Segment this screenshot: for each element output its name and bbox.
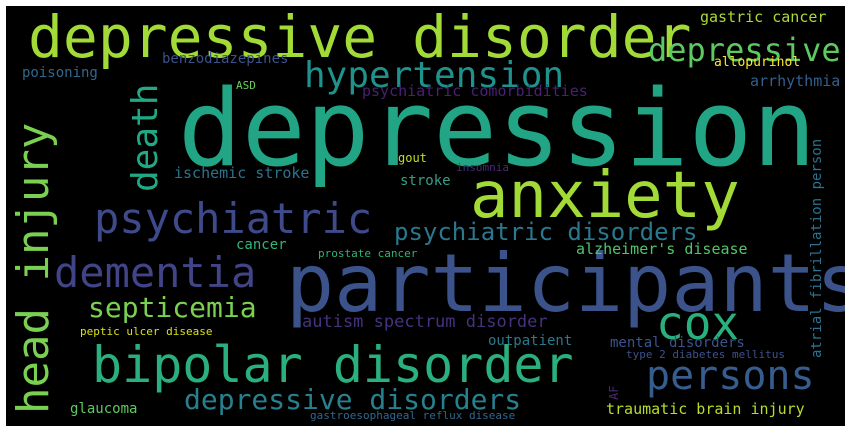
word-cox: cox: [656, 296, 740, 350]
word-psychiatric: psychiatric: [94, 194, 373, 243]
word-psychiatric-comorbidities: psychiatric comorbidities: [362, 82, 588, 100]
word-poisoning: poisoning: [22, 65, 98, 81]
word-arrhythmia: arrhythmia: [750, 72, 841, 90]
word-depressive: depressive: [648, 31, 841, 69]
word-outpatient: outpatient: [488, 333, 573, 349]
word-type-2-diabetes-mellitus: type 2 diabetes mellitus: [626, 348, 785, 361]
word-peptic-ulcer-disease: peptic ulcer disease: [80, 325, 213, 338]
word-atrial-fibrillation-person: atrial fibrillation person: [809, 138, 825, 358]
word-death: death: [125, 83, 166, 192]
word-persons: persons: [646, 353, 815, 399]
word-depressive-disorders: depressive disorders: [184, 383, 522, 416]
word-anxiety: anxiety: [470, 159, 740, 233]
word-gastroesophageal-reflux-disease: gastroesophageal reflux disease: [310, 409, 516, 422]
word-head-injury: head injury: [8, 122, 59, 414]
word-benzodiazepines: benzodiazepines: [162, 51, 289, 67]
word-insomnia: insomnia: [456, 161, 509, 174]
word-mental-disorders: mental disorders: [610, 335, 745, 351]
word-septicemia: septicemia: [88, 291, 257, 324]
word-prostate-cancer: prostate cancer: [318, 247, 418, 260]
word-bipolar-disorder: bipolar disorder: [92, 336, 574, 394]
word-depressive-disorder: depressive disorder: [28, 6, 692, 71]
word-stroke: stroke: [400, 173, 451, 189]
word-gastric-cancer: gastric cancer: [700, 8, 827, 26]
word-cloud: depression participants depressive disor…: [6, 6, 845, 426]
word-alzheimers-disease: alzheimer's disease: [576, 240, 748, 258]
word-psychiatric-disorders: psychiatric disorders: [394, 218, 698, 246]
word-depression: depression: [178, 67, 817, 190]
word-glaucoma: glaucoma: [70, 401, 138, 417]
word-asd: ASD: [236, 79, 256, 92]
word-hypertension: hypertension: [304, 55, 565, 96]
word-gout: gout: [398, 151, 427, 165]
word-allopurinol: allopurinol: [714, 55, 801, 70]
word-autism-spectrum-disorder: autism spectrum disorder: [302, 312, 548, 332]
word-traumatic-brain-injury: traumatic brain injury: [606, 400, 805, 418]
word-participants: participants: [286, 237, 845, 330]
word-dementia: dementia: [54, 248, 257, 297]
word-af: AF: [607, 385, 621, 400]
word-cancer: cancer: [236, 237, 287, 253]
word-ischemic-stroke: ischemic stroke: [174, 164, 310, 182]
